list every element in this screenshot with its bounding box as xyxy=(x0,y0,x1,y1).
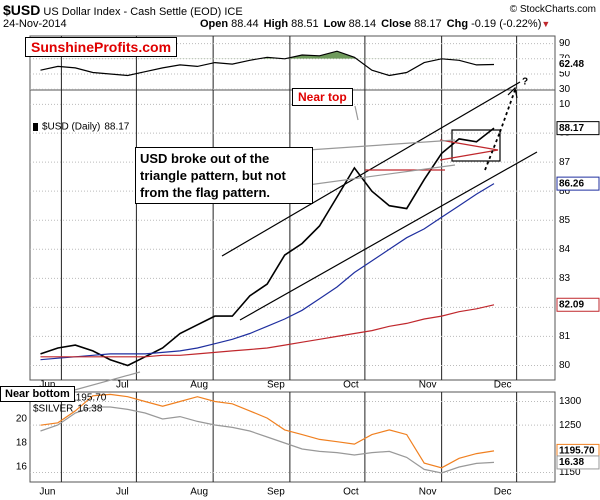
y2-tick-label: 16 xyxy=(16,462,28,473)
quote-value: 88.51 xyxy=(291,18,319,30)
lower-frame xyxy=(29,391,556,483)
y-tick-label: 50 xyxy=(559,69,571,80)
series-line xyxy=(40,50,495,77)
y-tick-label: 1300 xyxy=(559,396,582,407)
series-line xyxy=(40,183,495,361)
quote-item: Open 88.44 xyxy=(200,18,259,30)
last-value-box xyxy=(556,121,600,136)
legend-value: 1195.70 xyxy=(71,393,107,404)
quote-label: High xyxy=(263,18,289,30)
quote-label: Open xyxy=(200,18,229,30)
y-tick-label: 81 xyxy=(559,331,571,342)
last-value-label: 62.48 xyxy=(559,59,584,70)
instrument-name: US Dollar Index - Cash Settle (EOD) ICE xyxy=(43,6,243,18)
date: 24-Nov-2014 xyxy=(3,18,67,30)
change-arrow: ▼ xyxy=(541,19,551,29)
series-line xyxy=(40,304,495,358)
y-tick-label: 80 xyxy=(559,360,571,371)
last-value-box xyxy=(556,455,600,470)
x-tick-label: Sep xyxy=(267,487,285,498)
quote-item: Close 88.17 xyxy=(381,18,442,30)
quote-label: Low xyxy=(323,18,346,30)
x-tick-label: Dec xyxy=(494,380,512,391)
symbol: $USD xyxy=(3,2,41,18)
x-tick-label: Jul xyxy=(116,487,129,498)
x-tick-label: Jun xyxy=(39,487,55,498)
header-title: $USD US Dollar Index - Cash Settle (EOD)… xyxy=(3,2,243,18)
watermark: SunshineProfits.com xyxy=(25,37,178,57)
quote-value: 88.17 xyxy=(414,18,442,30)
x-tick-label: Nov xyxy=(419,487,437,498)
x-tick-label: Nov xyxy=(419,380,437,391)
annotation: Near top xyxy=(292,88,353,106)
x-tick-label: Oct xyxy=(343,487,359,498)
quote: Open 88.44 High 88.51 Low 88.14 Close 88.17 Chg -… xyxy=(200,18,555,30)
change-value: -0.19 (-0.22%) xyxy=(471,18,542,30)
x-tick-label: Oct xyxy=(343,380,359,391)
y-tick-label: 83 xyxy=(559,273,571,284)
x-tick-label: Dec xyxy=(494,487,512,498)
trend-lines xyxy=(59,81,538,395)
x-tick-label: Aug xyxy=(190,380,208,391)
legend-name: $USD (Daily) xyxy=(42,122,100,133)
x-tick-label: Aug xyxy=(190,487,208,498)
annotation: Near bottom xyxy=(0,386,75,402)
series-line xyxy=(40,406,495,474)
last-value-label: 1195.70 xyxy=(559,446,595,457)
last-value-box xyxy=(556,297,600,312)
y-tick-label: 84 xyxy=(559,244,571,255)
last-value-label: 16.38 xyxy=(559,457,584,468)
y-tick-label: 86 xyxy=(559,186,571,197)
legend-value: 16.38 xyxy=(77,404,102,415)
y-tick-label: 1250 xyxy=(559,420,582,431)
quote-value: 88.44 xyxy=(231,18,259,30)
annotation: USD broke out of the triangle pattern, b… xyxy=(135,147,313,204)
y-tick-label: 1150 xyxy=(559,467,581,478)
last-value-label: 82.09 xyxy=(559,299,584,310)
legend-name: $SILVER xyxy=(33,404,73,415)
question-mark: ? xyxy=(522,77,528,88)
legend-value: 88.17 xyxy=(104,122,129,133)
y-tick-label: 85 xyxy=(559,215,571,226)
legend-icon xyxy=(33,123,38,131)
price-frame xyxy=(29,35,556,381)
change-label: Chg xyxy=(446,18,469,30)
quote-label: Close xyxy=(381,18,412,30)
last-value-label: 88.17 xyxy=(559,123,584,134)
y2-tick-label: 18 xyxy=(16,438,28,449)
last-value-box xyxy=(557,58,599,72)
y2-tick-label: 20 xyxy=(16,414,28,425)
y-tick-label: 90 xyxy=(559,38,571,49)
quote-value: 88.14 xyxy=(348,18,377,30)
series-line xyxy=(40,393,495,469)
last-value-label: 86.26 xyxy=(559,178,584,189)
quote-item: High 88.51 xyxy=(264,18,319,30)
x-tick-label: Jul xyxy=(116,380,129,391)
credit: © StockCharts.com xyxy=(509,4,596,15)
y-tick-label: 10 xyxy=(559,99,571,110)
change: Chg -0.19 (-0.22%)▼ xyxy=(447,18,551,30)
x-tick-label: Jun xyxy=(39,380,55,391)
x-tick-label: Sep xyxy=(267,380,285,391)
last-value-box xyxy=(556,176,600,191)
y-tick-label: 87 xyxy=(559,157,571,168)
quote-item: Low 88.14 xyxy=(324,18,377,30)
y-tick-label: 30 xyxy=(559,84,571,95)
series-line xyxy=(40,127,495,367)
